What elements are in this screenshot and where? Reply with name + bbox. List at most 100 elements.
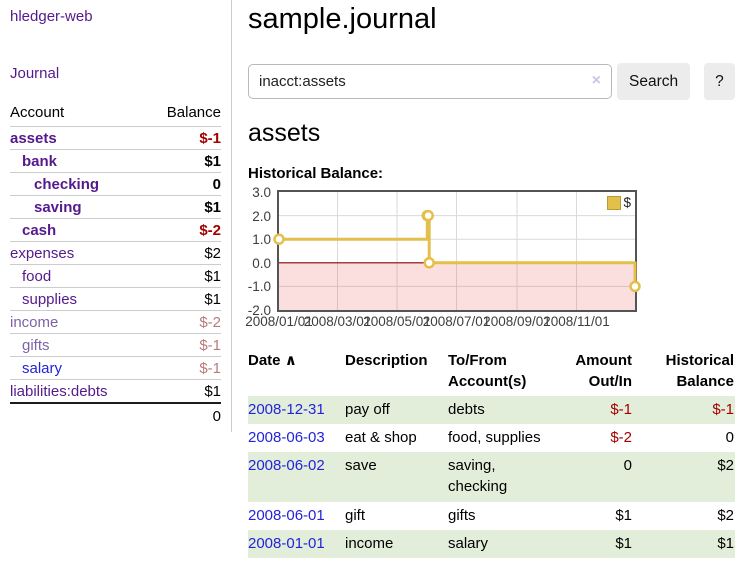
y-tick-label: 1.0: [252, 232, 271, 248]
amount-cell: $-1: [558, 395, 633, 424]
app-brand-link[interactable]: hledger-web: [10, 8, 93, 25]
account-link[interactable]: saving: [34, 199, 82, 216]
accounts-total-value: 0: [145, 402, 221, 429]
sort-asc-icon: ∧: [284, 352, 297, 369]
account-row: salary $-1: [10, 356, 221, 380]
spacer-cell: [10, 402, 146, 429]
chart-title: Historical Balance:: [248, 165, 384, 182]
account-name-cell: salary: [10, 356, 146, 380]
date-link[interactable]: 2008-01-01: [248, 535, 325, 553]
balance-cell: $1: [633, 530, 735, 559]
account-link[interactable]: salary: [22, 360, 63, 377]
account-name-cell: bank: [10, 149, 146, 173]
search-input[interactable]: [248, 64, 612, 99]
description-cell: save: [345, 452, 448, 502]
account-link[interactable]: liabilities:debts: [10, 383, 108, 400]
account-link[interactable]: assets: [10, 130, 57, 147]
historical-balance-chart: 3.0 2.0 1.0 0.0 -1.0 -2.0 $ 2008/01/01 2008/03…: [245, 185, 742, 332]
accounts-cell: saving, checking: [448, 452, 558, 502]
x-tick-label: 2008/09/01: [483, 314, 551, 329]
search-button[interactable]: Search: [617, 63, 691, 100]
x-tick-label: 2008/07/01: [422, 314, 491, 329]
sidebar-journal-link[interactable]: Journal: [10, 65, 60, 82]
y-tick-label: -1.0: [247, 279, 271, 295]
date-cell: 2008-06-01: [248, 502, 345, 530]
balance-cell: 0: [725, 428, 734, 446]
account-row: assets $-1: [10, 126, 221, 150]
x-tick-label: 2008/03/01: [303, 314, 372, 329]
search-input-wrap: ×: [248, 64, 612, 99]
account-name-cell: income: [10, 310, 146, 334]
sidebar: hledger-web Journal Account Balance asse…: [0, 0, 232, 432]
account-link[interactable]: food: [22, 268, 52, 285]
date-link[interactable]: 2008-06-02: [248, 457, 325, 475]
account-name-cell: assets: [10, 126, 146, 150]
y-tick-label: 3.0: [252, 185, 271, 200]
account-balance: $-1: [145, 333, 221, 357]
account-balance: $-1: [145, 356, 221, 380]
register-table: Date ∧ Description To/From Account(s) Am…: [248, 347, 735, 559]
date-link[interactable]: 2008-06-03: [248, 428, 325, 446]
account-balance: $-2: [145, 310, 221, 334]
accounts-cell: gifts: [448, 506, 476, 524]
account-link[interactable]: gifts: [22, 337, 50, 354]
col-accounts: To/From Account(s): [448, 352, 527, 391]
y-tick-label: -2.0: [247, 303, 271, 318]
description-cell: pay off: [345, 395, 448, 424]
account-link[interactable]: supplies: [22, 291, 78, 308]
account-name-cell: food: [10, 264, 146, 288]
account-row: liabilities:debts $1: [10, 379, 221, 403]
account-row: cash $-2: [10, 218, 221, 242]
account-balance: $-2: [145, 218, 221, 242]
account-balance: $1: [145, 287, 221, 311]
col-date-label: Date: [248, 352, 281, 369]
account-row: gifts $-1: [10, 333, 221, 357]
date-cell: 2008-06-03: [248, 424, 345, 452]
account-name-cell: cash: [10, 218, 146, 242]
accounts-table: Account Balance assets $-1 bank $1 checking 0…: [10, 100, 221, 429]
date-cell: 2008-01-01: [248, 530, 345, 559]
legend-swatch-icon: [607, 195, 622, 210]
account-link[interactable]: cash: [22, 222, 57, 239]
account-name-cell: checking: [10, 172, 146, 196]
accounts-col-account: Account: [10, 104, 65, 121]
account-name-cell: liabilities:debts: [10, 379, 146, 403]
accounts-col-balance: Balance: [166, 104, 221, 121]
date-cell: 2008-12-31: [248, 395, 345, 424]
account-link[interactable]: checking: [34, 176, 100, 193]
register-row: 2008-06-01 gift gifts $1 $2: [248, 502, 735, 530]
col-date[interactable]: Date ∧: [248, 347, 345, 396]
col-amount: Amount Out/In: [575, 352, 632, 391]
accounts-cell: salary: [448, 530, 558, 559]
chart-y-axis: 3.0 2.0 1.0 0.0 -1.0 -2.0: [247, 185, 274, 318]
account-balance: $1: [145, 149, 221, 173]
amount-cell: $1: [558, 530, 633, 559]
amount-cell: $1: [615, 506, 632, 524]
account-link[interactable]: bank: [22, 153, 58, 170]
legend-label: $: [623, 195, 631, 210]
help-button[interactable]: ?: [704, 63, 735, 100]
date-cell: 2008-06-02: [248, 452, 345, 502]
account-row: bank $1: [10, 149, 221, 173]
chart-legend: $: [607, 195, 631, 210]
date-link[interactable]: 2008-12-31: [248, 400, 325, 418]
accounts-total-row: 0: [10, 402, 221, 429]
account-link[interactable]: expenses: [10, 245, 75, 262]
account-row: expenses $2: [10, 241, 221, 265]
x-tick-label: 2008/05/01: [363, 314, 431, 329]
x-tick-label: 2008/11/01: [543, 314, 610, 329]
balance-cell: $-1: [633, 395, 735, 424]
register-row: 2008-12-31 pay off debts $-1 $-1: [248, 395, 735, 424]
y-tick-label: 2.0: [252, 208, 271, 224]
register-row: 2008-06-03 eat & shop food, supplies $-2 0: [248, 424, 735, 452]
chart-x-axis: 2008/01/01 2008/03/01 2008/05/01 2008/07/01…: [245, 312, 742, 330]
account-balance: $1: [145, 264, 221, 288]
main-content: sample.journal × Search ? assets Histori…: [233, 0, 742, 559]
account-link[interactable]: income: [10, 314, 59, 331]
date-link[interactable]: 2008-06-01: [248, 506, 325, 524]
account-row: supplies $1: [10, 287, 221, 311]
clear-search-icon[interactable]: ×: [591, 72, 601, 89]
accounts-header-row: Account Balance: [10, 100, 221, 127]
accounts-cell: food, supplies: [448, 428, 541, 446]
chart-plot: $: [273, 190, 641, 312]
